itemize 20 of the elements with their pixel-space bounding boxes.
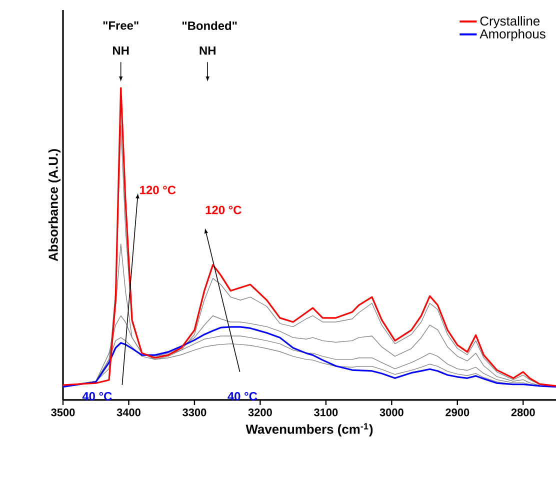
x-axis-title: Wavenumbers (cm$^{-1}$) xyxy=(246,423,373,436)
text: "Free" xyxy=(103,21,138,30)
x-tick-label: 3400 xyxy=(116,408,140,416)
annotation: 120 °C xyxy=(206,206,242,214)
x-tick-label: 3200 xyxy=(248,408,272,416)
annotation: 120 °C xyxy=(140,186,176,194)
text: "Bonded" xyxy=(182,21,237,30)
annotation: 40 °C xyxy=(228,392,258,400)
legend-label: Amorphous xyxy=(480,28,546,42)
text: NH xyxy=(113,46,129,55)
y-axis-title: Absorbance (A.U.) xyxy=(48,149,60,262)
x-tick-label: 2900 xyxy=(446,408,470,416)
x-tick-label: 2800 xyxy=(511,408,535,416)
x-tick-label: 3000 xyxy=(380,408,404,416)
annotation: 40 °C xyxy=(82,392,112,400)
text: NH xyxy=(200,46,216,55)
x-tick-label: 3300 xyxy=(182,408,206,416)
legend-label: Crystalline xyxy=(480,16,540,28)
x-tick-label: 3100 xyxy=(314,408,338,416)
x-tick-label: 3500 xyxy=(51,408,75,416)
